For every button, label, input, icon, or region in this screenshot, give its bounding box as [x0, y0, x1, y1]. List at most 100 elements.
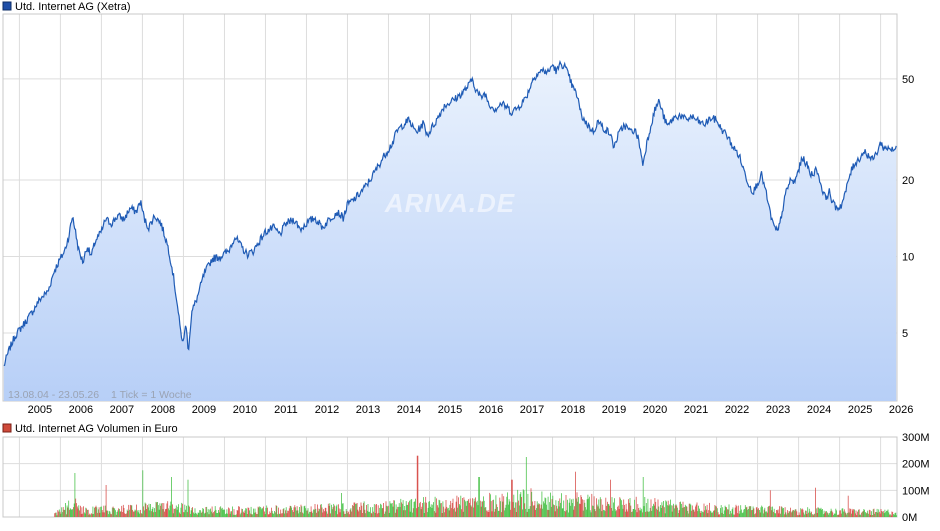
- volume-bar: [440, 503, 441, 517]
- volume-bar: [807, 507, 809, 517]
- volume-bar: [878, 509, 880, 517]
- volume-bar: [829, 511, 831, 517]
- volume-bar: [677, 513, 679, 517]
- volume-bar: [639, 507, 641, 517]
- volume-bar: [853, 509, 855, 517]
- volume-bar: [732, 507, 734, 517]
- volume-bar: [793, 510, 795, 517]
- volume-bar: [182, 503, 183, 517]
- volume-bar: [99, 512, 101, 517]
- volume-bar: [307, 508, 309, 517]
- volume-bar: [328, 505, 330, 517]
- volume-bar: [839, 510, 841, 517]
- volume-bar: [121, 505, 123, 517]
- volume-bar: [788, 511, 790, 517]
- volume-bar: [804, 514, 805, 517]
- volume-bar: [770, 506, 772, 517]
- volume-bar: [368, 511, 370, 517]
- volume-bar: [440, 503, 442, 517]
- volume-bar: [68, 500, 70, 517]
- volume-bar: [316, 512, 317, 517]
- volume-bar: [861, 511, 863, 517]
- volume-bar: [687, 510, 689, 517]
- volume-bar: [248, 507, 250, 517]
- volume-bar: [769, 490, 771, 517]
- volume-bar: [339, 512, 341, 517]
- volume-bar: [285, 507, 287, 517]
- volume-bar: [606, 505, 607, 517]
- volume-bar: [546, 509, 548, 517]
- volume-bar: [466, 501, 468, 517]
- volume-bar: [363, 501, 365, 517]
- volume-bar: [292, 510, 293, 517]
- volume-bar: [527, 493, 529, 517]
- volume-bar: [720, 508, 721, 517]
- volume-bar: [66, 505, 68, 517]
- volume-bar: [605, 497, 607, 517]
- volume-bar: [461, 509, 462, 517]
- volume-bar: [55, 512, 57, 517]
- volume-bar: [356, 503, 358, 517]
- volume-bar: [203, 508, 204, 517]
- volume-bar: [126, 513, 127, 517]
- volume-bar: [171, 477, 172, 517]
- volume-bar: [619, 497, 621, 517]
- volume-bar: [474, 501, 476, 517]
- volume-bar: [534, 501, 536, 517]
- x-tick-label: 2011: [274, 404, 298, 416]
- volume-bar: [634, 499, 635, 517]
- volume-bar: [378, 512, 380, 517]
- volume-bar: [374, 513, 376, 517]
- volume-bar: [701, 510, 703, 517]
- volume-bar: [275, 505, 277, 517]
- volume-bar: [430, 506, 431, 517]
- volume-bar: [426, 512, 428, 517]
- volume-bar: [539, 504, 540, 517]
- volume-bar: [61, 507, 63, 517]
- volume-bar: [709, 510, 711, 517]
- volume-bar: [767, 507, 769, 517]
- volume-bar: [591, 493, 593, 517]
- volume-bar: [586, 499, 588, 517]
- volume-bar: [359, 510, 361, 517]
- volume-bar: [711, 512, 713, 517]
- volume-bar: [851, 513, 852, 517]
- x-tick-label: 2005: [28, 404, 52, 416]
- volume-bar: [548, 510, 550, 517]
- volume-bars: [54, 455, 897, 517]
- volume-bar: [827, 513, 829, 517]
- volume-bar: [719, 514, 720, 517]
- volume-bar: [595, 511, 597, 517]
- volume-bar: [412, 508, 414, 517]
- volume-bar: [812, 515, 814, 517]
- volume-bar: [502, 501, 504, 517]
- volume-bar: [573, 509, 575, 517]
- volume-bar: [542, 508, 544, 517]
- volume-bar: [291, 507, 292, 517]
- volume-bar: [860, 514, 862, 517]
- volume-bar: [253, 508, 254, 517]
- volume-bar: [235, 514, 237, 517]
- volume-bar: [728, 504, 730, 517]
- volume-bar: [381, 508, 383, 517]
- volume-bar: [370, 507, 371, 517]
- legend-swatch-volume: [2, 423, 12, 433]
- price-line: [3, 59, 897, 367]
- volume-bar: [231, 511, 232, 517]
- volume-bar: [666, 501, 667, 517]
- volume-bar: [66, 514, 67, 517]
- volume-bar: [761, 505, 763, 517]
- volume-bar: [239, 506, 240, 517]
- volume-bar: [96, 507, 98, 517]
- volume-bar: [419, 501, 421, 517]
- volume-bar: [111, 514, 112, 517]
- volume-bar: [270, 512, 271, 517]
- volume-bar: [635, 509, 636, 517]
- volume-bar: [493, 511, 495, 517]
- volume-bar: [582, 499, 583, 517]
- volume-bar: [310, 512, 311, 517]
- volume-bar: [332, 507, 334, 517]
- volume-bar: [97, 512, 98, 517]
- volume-bar: [603, 510, 605, 517]
- volume-bar: [426, 502, 427, 517]
